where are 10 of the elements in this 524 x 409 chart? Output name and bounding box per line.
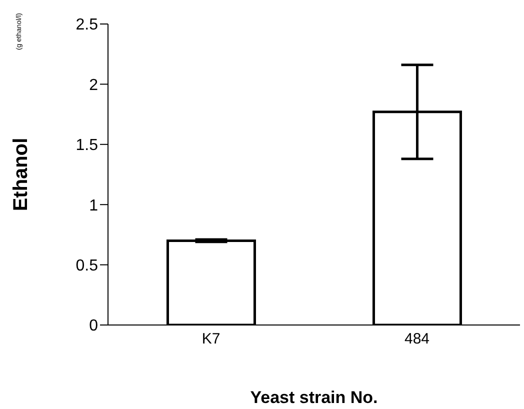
x-tick-label: 484 — [404, 330, 430, 348]
y-tick-label: 0 — [89, 318, 98, 335]
y-axis-title: Ethanol — [10, 138, 32, 212]
x-tick-label: K7 — [202, 330, 220, 348]
y-tick-label: 2 — [89, 76, 98, 94]
y-tick-label: 1.5 — [76, 137, 98, 154]
y-tick-label: 2.5 — [76, 16, 98, 34]
y-tick-label: 0.5 — [76, 257, 98, 274]
y-tick-label: 1 — [89, 197, 98, 214]
x-axis-title: Yeast strain No. — [250, 388, 378, 407]
